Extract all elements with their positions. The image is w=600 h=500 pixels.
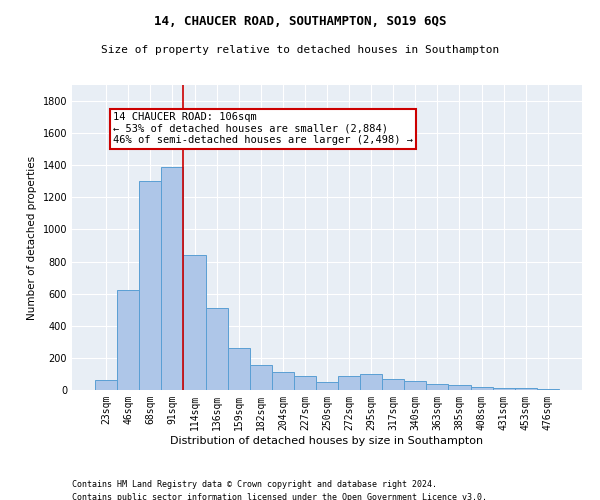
Text: Contains HM Land Registry data © Crown copyright and database right 2024.: Contains HM Land Registry data © Crown c… xyxy=(72,480,437,489)
Bar xyxy=(227,348,250,390)
Text: 14, CHAUCER ROAD, SOUTHAMPTON, SO19 6QS: 14, CHAUCER ROAD, SOUTHAMPTON, SO19 6QS xyxy=(154,15,446,28)
Bar xyxy=(250,365,272,390)
Bar xyxy=(448,385,470,390)
Bar xyxy=(515,388,537,390)
Bar xyxy=(161,167,184,390)
Bar xyxy=(294,376,316,390)
Bar xyxy=(537,388,559,390)
Bar xyxy=(206,308,227,390)
Text: Size of property relative to detached houses in Southampton: Size of property relative to detached ho… xyxy=(101,45,499,55)
Bar xyxy=(316,382,338,390)
Bar xyxy=(493,388,515,390)
Bar xyxy=(139,182,161,390)
Text: Contains public sector information licensed under the Open Government Licence v3: Contains public sector information licen… xyxy=(72,492,487,500)
Text: 14 CHAUCER ROAD: 106sqm
← 53% of detached houses are smaller (2,884)
46% of semi: 14 CHAUCER ROAD: 106sqm ← 53% of detache… xyxy=(113,112,413,146)
Bar xyxy=(338,376,360,390)
Bar xyxy=(427,384,448,390)
Y-axis label: Number of detached properties: Number of detached properties xyxy=(27,156,37,320)
Bar xyxy=(360,374,382,390)
Bar xyxy=(184,255,206,390)
X-axis label: Distribution of detached houses by size in Southampton: Distribution of detached houses by size … xyxy=(170,436,484,446)
Bar xyxy=(272,372,294,390)
Bar xyxy=(117,290,139,390)
Bar xyxy=(404,381,427,390)
Bar xyxy=(470,387,493,390)
Bar xyxy=(95,380,117,390)
Bar xyxy=(382,379,404,390)
